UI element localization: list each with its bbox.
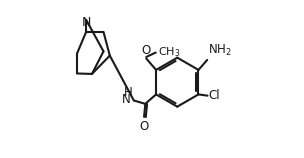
Text: CH$_3$: CH$_3$: [158, 46, 181, 59]
Text: N: N: [122, 93, 130, 106]
Text: Cl: Cl: [209, 89, 220, 102]
Text: O: O: [140, 120, 149, 133]
Text: O: O: [141, 44, 150, 57]
Text: NH$_2$: NH$_2$: [208, 43, 232, 58]
Text: N: N: [81, 16, 91, 29]
Text: H: H: [124, 86, 132, 100]
